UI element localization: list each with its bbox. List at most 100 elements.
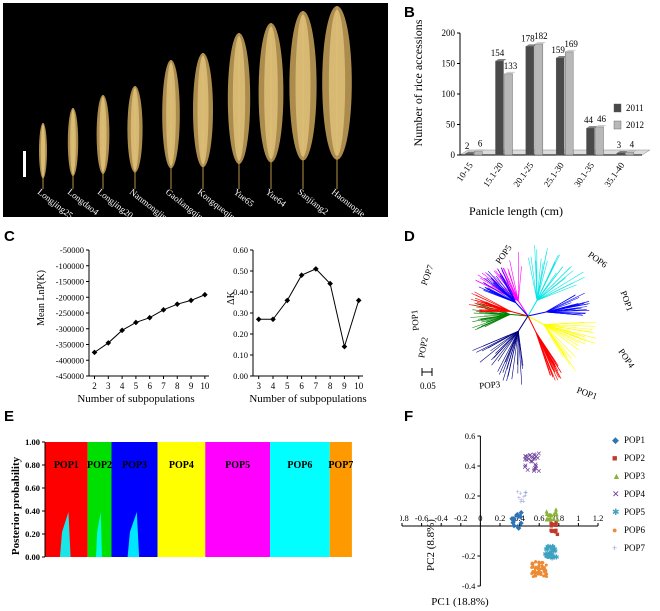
tree-branch — [510, 313, 529, 317]
f-point-POP2: ■ — [550, 529, 554, 536]
tree-leaf — [495, 330, 519, 354]
c1-x-tick-label: 7 — [161, 381, 166, 391]
f-legend-label: POP4 — [624, 489, 646, 499]
tree-leaf — [543, 324, 582, 337]
panicle-photo-svg: Longjing25Longdao4Longjing20Nanmongjing0… — [23, 6, 367, 234]
c2-x-tick-label: 8 — [328, 381, 333, 391]
f-point-POP5: ✱ — [545, 543, 551, 551]
b-data-label: 178 — [521, 33, 535, 43]
c1-x-tick-label: 5 — [134, 381, 139, 391]
b-bar-2012 — [564, 51, 574, 156]
b-bar-2011 — [555, 57, 565, 156]
f-point-POP6: ● — [542, 569, 546, 576]
tree-leaf — [497, 331, 519, 362]
c2-point — [341, 343, 348, 350]
b-x-tick-label: 15.1-20 — [481, 160, 505, 189]
tree-leaf — [505, 331, 519, 363]
e-admixture — [95, 512, 102, 557]
f-point-POP3: ▲ — [552, 507, 559, 514]
tree-leaf — [543, 324, 579, 346]
f-point-POP4: ✕ — [530, 455, 536, 462]
c1-y-tick-label: -50000 — [60, 245, 84, 255]
panicle — [127, 86, 143, 189]
panel-letter-e: E — [4, 408, 15, 425]
c1-x-tick-label: 10 — [200, 381, 210, 391]
c2-x-tick-label: 5 — [285, 381, 290, 391]
tree-leaf — [536, 270, 574, 301]
f-point-POP6: ● — [531, 562, 535, 569]
f-point-POP7: + — [523, 493, 527, 500]
f-point-POP4: ✕ — [532, 466, 538, 473]
c1-point — [202, 291, 208, 298]
b-bar-2011 — [525, 46, 535, 156]
b-data-label: 3 — [617, 140, 622, 150]
f-legend-marker: ◆ — [612, 435, 619, 445]
e-y-tick-label: 0.00 — [25, 552, 40, 562]
f-point-POP6: ● — [540, 563, 544, 570]
f-point-POP4: ✕ — [525, 467, 531, 474]
tree-leaf — [545, 294, 576, 313]
f-point-POP6: ● — [544, 568, 548, 575]
f-point-POP4: ✕ — [524, 454, 530, 461]
f-point-POP5: ✱ — [550, 553, 556, 561]
panicle — [193, 53, 213, 189]
tree-leaf — [536, 258, 542, 301]
c2-y-tick-label: 0.60 — [233, 245, 248, 255]
f-point-POP6: ● — [539, 571, 543, 578]
tree-branch — [527, 315, 537, 333]
c1-x-tick-label: 9 — [189, 381, 194, 391]
tree-leaf — [470, 314, 511, 318]
f-point-POP4: ✕ — [523, 454, 529, 461]
f-point-POP6: ● — [534, 559, 538, 566]
f-point-POP7: + — [519, 497, 523, 504]
f-point-POP6: ● — [530, 570, 534, 577]
e-block-POP2 — [87, 442, 112, 557]
f-point-POP2: ■ — [553, 529, 557, 536]
tree-leaf — [518, 331, 524, 366]
e-pop-label: POP6 — [287, 460, 312, 471]
b-bar-2011 — [495, 60, 504, 156]
f-point-POP5: ✱ — [547, 543, 553, 551]
f-point-POP5: ✱ — [549, 547, 555, 555]
f-point-POP4: ✕ — [533, 466, 539, 473]
b-data-label: 46 — [597, 114, 607, 124]
tree-leaf — [497, 331, 519, 372]
tree-leaf — [535, 332, 562, 379]
panicle — [322, 6, 352, 189]
tree-pop-label: POP7 — [419, 263, 436, 287]
f-point-POP2: ■ — [554, 522, 558, 529]
c1-x-tick-label: 4 — [120, 381, 125, 391]
e-block-POP6 — [270, 442, 330, 557]
c2-point — [313, 266, 319, 272]
tree-leaf — [543, 322, 585, 325]
tree-leaf — [535, 332, 553, 375]
tree-branch — [517, 300, 529, 317]
f-point-POP6: ● — [537, 569, 541, 576]
f-point-POP2: ■ — [549, 523, 553, 530]
tree-leaf — [528, 257, 538, 301]
tree-pop-label: POP5 — [493, 242, 514, 265]
panicle — [289, 11, 317, 189]
f-x-tick-label: 0.6 — [534, 513, 545, 523]
f-point-POP5: ✱ — [543, 546, 549, 554]
f-legend-marker: ■ — [612, 453, 617, 463]
f-point-POP6: ● — [539, 570, 543, 577]
tree-pop-label: POP3 — [479, 379, 501, 391]
tree-leaf — [499, 275, 517, 303]
f-x-tick-label: 1.2 — [593, 513, 604, 523]
f-point-POP3: ▲ — [550, 516, 557, 523]
tree-leaf — [475, 297, 511, 312]
f-point-POP3: ▲ — [544, 516, 551, 523]
f-point-POP7: + — [522, 494, 526, 501]
f-point-POP2: ■ — [553, 528, 557, 535]
f-point-POP7: + — [523, 490, 527, 497]
c2-point — [284, 297, 291, 304]
panicle — [67, 108, 79, 189]
c2-x-tick-label: 9 — [342, 381, 347, 391]
b-bar-2012 — [595, 126, 604, 156]
e-pop-label: POP1 — [54, 460, 79, 471]
chart-c: -50000 -100000 -150000 -200000 -250000 -30000… — [36, 245, 367, 405]
f-point-POP6: ● — [540, 565, 544, 572]
f-point-POP6: ● — [533, 570, 537, 577]
c1-line — [94, 294, 206, 353]
